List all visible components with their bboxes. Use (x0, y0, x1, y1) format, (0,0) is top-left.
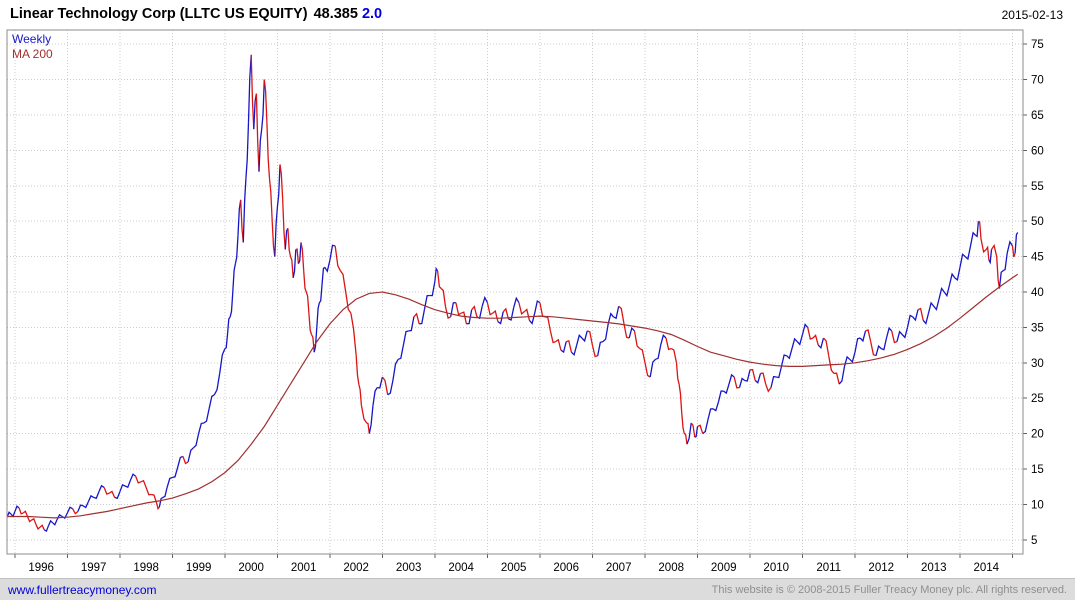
svg-text:1996: 1996 (28, 562, 54, 574)
svg-text:75: 75 (1031, 39, 1044, 51)
svg-text:2001: 2001 (291, 562, 317, 574)
svg-text:30: 30 (1031, 358, 1044, 370)
svg-text:40: 40 (1031, 287, 1044, 299)
svg-text:2006: 2006 (553, 562, 579, 574)
chart-legend: Weekly MA 200 (12, 32, 53, 62)
svg-text:1997: 1997 (81, 562, 107, 574)
svg-text:2002: 2002 (343, 562, 369, 574)
legend-ma200: MA 200 (12, 47, 53, 61)
legend-weekly: Weekly (12, 32, 52, 46)
price-chart-canvas: 1996 1997 1998 1999 2000 2001 2002 2003 2004 2005… (6, 29, 1044, 574)
svg-text:15: 15 (1031, 464, 1044, 476)
website-link[interactable]: www.fullertreacymoney.com (8, 582, 157, 597)
chart-title: Linear Technology Corp (LLTC US EQUITY) … (10, 6, 382, 22)
svg-text:20: 20 (1031, 429, 1044, 441)
svg-text:2007: 2007 (606, 562, 632, 574)
svg-text:2012: 2012 (868, 562, 894, 574)
svg-text:70: 70 (1031, 75, 1044, 87)
svg-text:50: 50 (1031, 216, 1044, 228)
svg-text:45: 45 (1031, 252, 1044, 264)
price-change: 2.0 (361, 6, 383, 22)
copyright-text: This website is © 2008-2015 Fuller Treac… (711, 583, 1067, 596)
svg-text:2014: 2014 (973, 562, 999, 574)
footer-bar: www.fullertreacymoney.com This website i… (0, 578, 1075, 600)
svg-text:25: 25 (1031, 393, 1044, 405)
svg-text:2011: 2011 (816, 562, 841, 574)
svg-text:2004: 2004 (448, 562, 474, 574)
svg-text:1999: 1999 (186, 562, 212, 574)
svg-text:2000: 2000 (238, 562, 264, 574)
svg-text:60: 60 (1031, 145, 1044, 157)
last-price: 48.385 (313, 6, 358, 22)
instrument-name: Linear Technology Corp (LLTC US EQUITY) (10, 6, 308, 22)
svg-text:35: 35 (1031, 322, 1044, 334)
svg-text:2003: 2003 (396, 562, 422, 574)
svg-text:65: 65 (1031, 110, 1044, 122)
svg-text:55: 55 (1031, 181, 1044, 193)
svg-text:2005: 2005 (501, 562, 527, 574)
svg-text:2008: 2008 (658, 562, 684, 574)
svg-text:10: 10 (1031, 499, 1044, 511)
chart-area[interactable]: 1996 1997 1998 1999 2000 2001 2002 2003 2004 2005… (0, 26, 1075, 576)
chart-date: 2015-02-13 (1001, 8, 1063, 22)
svg-text:5: 5 (1031, 535, 1037, 547)
svg-text:2009: 2009 (711, 562, 737, 574)
svg-text:1998: 1998 (133, 562, 159, 574)
svg-text:2010: 2010 (763, 562, 789, 574)
svg-text:2013: 2013 (921, 562, 947, 574)
